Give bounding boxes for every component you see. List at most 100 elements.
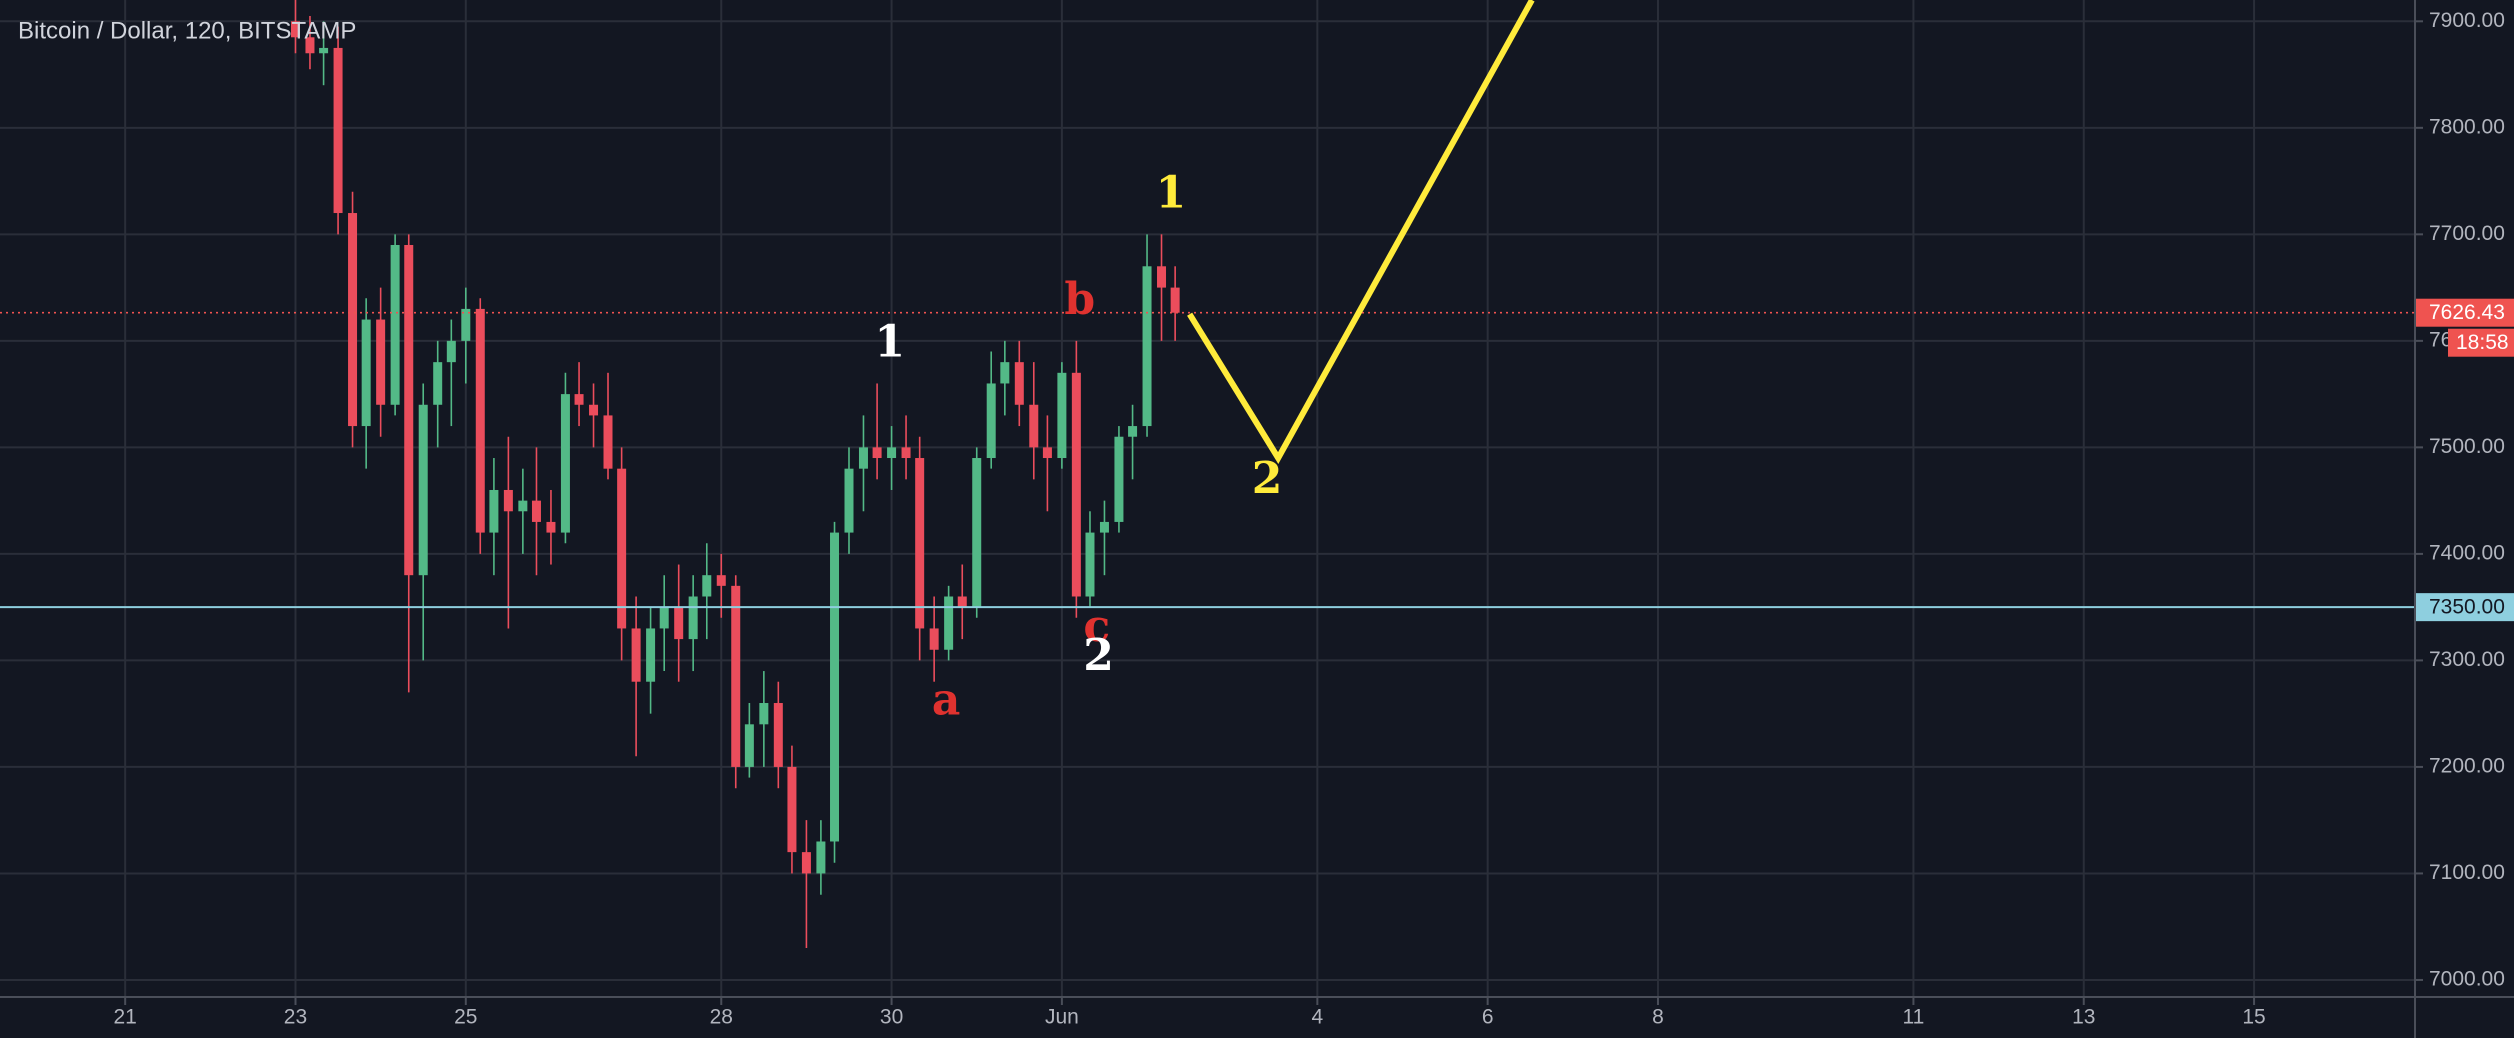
candle-body xyxy=(390,244,400,405)
wave-label: a xyxy=(932,675,961,726)
x-tick-label: Jun xyxy=(1045,1006,1079,1029)
countdown-box xyxy=(2448,328,2514,357)
candle-body xyxy=(787,766,797,853)
projection-line xyxy=(1187,0,1535,464)
candle-body xyxy=(1099,521,1109,533)
candle-body xyxy=(305,37,315,54)
candle-body xyxy=(1128,426,1138,437)
candle-body xyxy=(560,394,570,533)
candle-body xyxy=(830,532,840,842)
price-line-label: 7350.00 xyxy=(2429,596,2505,619)
candle-body xyxy=(418,404,428,576)
candle-body xyxy=(744,724,754,767)
y-tick-label: 7400.00 xyxy=(2429,541,2505,564)
wave-label: 2 xyxy=(1083,630,1114,681)
wave-label: 1 xyxy=(875,317,906,368)
last-price-label: 7626.43 xyxy=(2429,301,2505,324)
candle-body xyxy=(816,841,826,874)
candle-body xyxy=(1042,447,1052,459)
x-tick-label: 23 xyxy=(284,1006,307,1029)
y-tick-label: 7300.00 xyxy=(2429,648,2505,671)
wave-label: 2 xyxy=(1252,453,1283,504)
candle-body xyxy=(1071,372,1081,597)
y-tick-label: 7800.00 xyxy=(2429,115,2505,138)
countdown-label: 18:58 xyxy=(2456,331,2509,354)
candle-body xyxy=(801,852,811,874)
candle-body xyxy=(1057,372,1067,459)
candle-body xyxy=(589,404,599,416)
candle-body xyxy=(957,596,967,608)
candle-body xyxy=(404,244,414,576)
candle-body xyxy=(887,447,897,459)
candle-body xyxy=(503,489,513,512)
candle-body xyxy=(731,585,741,767)
candle-body xyxy=(518,500,528,512)
x-tick-label: 28 xyxy=(710,1006,733,1029)
candle-body xyxy=(702,575,712,597)
x-tick-label: 25 xyxy=(454,1006,477,1029)
candle-body xyxy=(333,47,343,214)
candle-body xyxy=(646,628,656,682)
candle-body xyxy=(489,489,499,533)
candle-body xyxy=(688,596,698,640)
candle-body xyxy=(858,447,868,469)
candle-body xyxy=(872,447,882,459)
candle-body xyxy=(915,458,925,629)
wave-label: c xyxy=(1083,601,1110,652)
candle-body xyxy=(674,607,684,640)
candle-body xyxy=(290,21,300,38)
candle-body xyxy=(348,213,358,427)
candle-body xyxy=(1114,436,1124,522)
candle-body xyxy=(759,703,769,725)
x-tick-label: 6 xyxy=(1482,1006,1494,1029)
candle-body xyxy=(319,47,329,54)
price-line-label-box xyxy=(2416,593,2514,622)
candle-body xyxy=(531,500,541,522)
candle-body xyxy=(986,383,996,459)
y-tick-label: 7000.00 xyxy=(2429,968,2505,991)
candle-body xyxy=(901,447,911,459)
x-tick-label: 15 xyxy=(2242,1006,2265,1029)
candle-body xyxy=(603,415,613,469)
x-tick-label: 13 xyxy=(2072,1006,2095,1029)
candle-body xyxy=(944,596,954,650)
y-tick-label: 7200.00 xyxy=(2429,754,2505,777)
candle-body xyxy=(1000,362,1010,384)
y-tick-label: 7500.00 xyxy=(2429,435,2505,458)
candle-body xyxy=(475,308,485,533)
wave-label: b xyxy=(1064,274,1095,325)
candle-body xyxy=(433,362,443,405)
candle-body xyxy=(972,458,982,608)
candle-body xyxy=(1029,404,1039,448)
candle-body xyxy=(376,319,386,405)
candle-body xyxy=(574,394,584,405)
candle-body xyxy=(361,319,371,427)
x-tick-label: 11 xyxy=(1903,1006,1925,1029)
candle-body xyxy=(929,628,939,650)
candle-body xyxy=(844,468,854,533)
x-tick-label: 4 xyxy=(1312,1006,1324,1029)
candle-body xyxy=(631,628,641,682)
y-tick-label: 7700.00 xyxy=(2429,222,2505,245)
y-tick-label: 7900.00 xyxy=(2429,9,2505,32)
y-tick-label: 7100.00 xyxy=(2429,861,2505,884)
candle-body xyxy=(461,308,471,341)
candle-body xyxy=(1142,266,1152,427)
candle-body xyxy=(1085,532,1095,597)
candle-body xyxy=(1157,266,1167,288)
candle-body xyxy=(716,575,726,586)
candle-body xyxy=(1014,362,1024,405)
x-tick-label: 21 xyxy=(113,1006,136,1029)
candle-body xyxy=(1170,287,1180,313)
x-tick-label: 30 xyxy=(880,1006,903,1029)
candle-body xyxy=(546,521,556,533)
wave-label: 1 xyxy=(1156,167,1187,218)
grid xyxy=(0,0,2415,997)
chart-title: Bitcoin / Dollar, 120, BITSTAMP xyxy=(18,17,356,44)
candle-body xyxy=(773,703,783,767)
candle-body xyxy=(446,340,456,363)
